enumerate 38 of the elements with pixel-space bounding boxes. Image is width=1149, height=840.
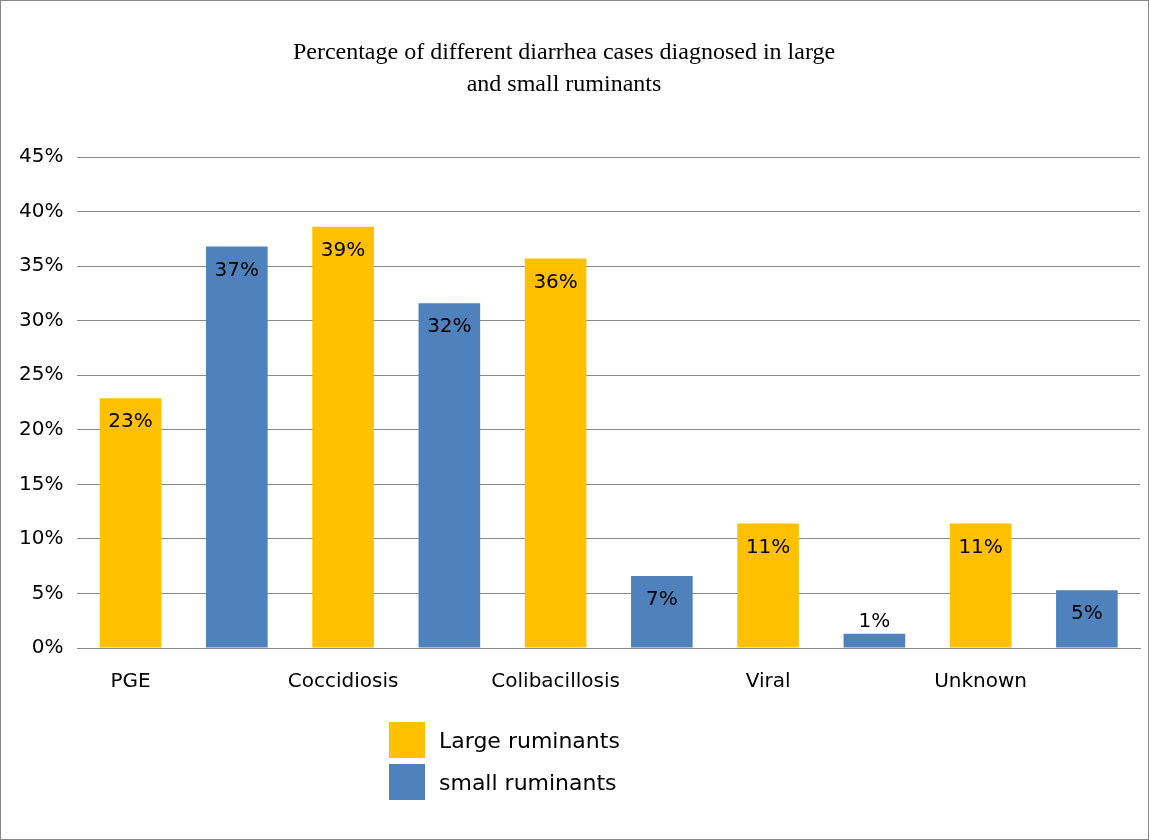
bar xyxy=(737,523,799,648)
bar xyxy=(418,303,481,648)
y-tick-label: 0% xyxy=(31,634,64,659)
x-tick-label: Unknown xyxy=(934,668,1028,693)
data-label: 32% xyxy=(427,313,472,338)
legend-label: Large ruminants xyxy=(439,727,620,753)
data-label: 11% xyxy=(958,533,1003,558)
data-label: 1% xyxy=(858,608,891,633)
bar xyxy=(843,633,906,648)
y-tick-label: 5% xyxy=(31,579,64,604)
y-tick-label: 25% xyxy=(19,361,64,386)
data-label: 37% xyxy=(214,256,260,281)
data-label: 39% xyxy=(320,237,366,262)
bar xyxy=(312,226,374,648)
x-tick-label: Viral xyxy=(745,668,791,693)
y-tick-label: 45% xyxy=(19,143,64,168)
y-tick-label: 10% xyxy=(19,525,64,550)
y-tick-label: 40% xyxy=(19,197,64,222)
data-label: 7% xyxy=(645,586,678,611)
bar xyxy=(206,246,268,648)
data-label: 23% xyxy=(108,408,153,433)
y-tick-label: 35% xyxy=(19,252,64,277)
bar xyxy=(949,523,1012,648)
x-tick-label: Coccidiosis xyxy=(287,668,399,693)
data-label: 36% xyxy=(533,268,578,293)
bar xyxy=(631,575,693,648)
data-label: 5% xyxy=(1071,600,1103,625)
y-tick-label: 15% xyxy=(19,470,64,495)
data-label: 11% xyxy=(745,533,791,558)
chart-title: Percentage of different diarrhea cases diagnosed in large and small ruminants xyxy=(291,37,837,98)
bar xyxy=(99,398,162,648)
x-tick-label: Colibacillosis xyxy=(491,668,620,693)
y-tick-label: 20% xyxy=(19,415,64,440)
bar xyxy=(524,258,587,648)
bar xyxy=(1056,590,1118,648)
y-tick-label: 30% xyxy=(19,306,64,331)
x-tick-label: PGE xyxy=(110,668,151,693)
legend-label: small ruminants xyxy=(439,769,617,795)
